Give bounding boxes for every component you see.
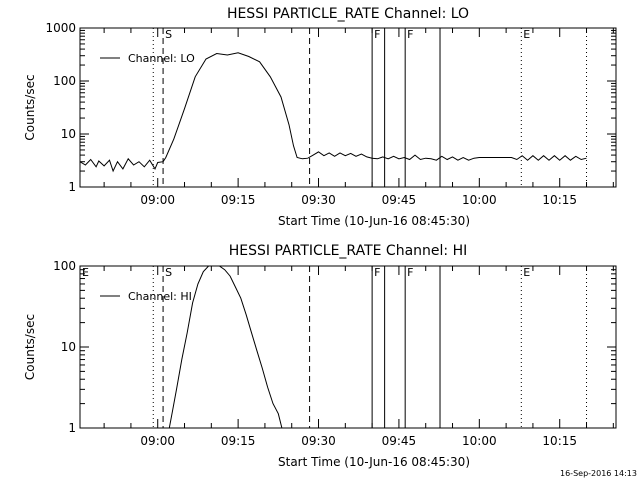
y-tick-label: 10 — [61, 127, 76, 141]
legend-entry: Channel: LO — [128, 52, 195, 65]
x-tick-label: 10:15 — [542, 193, 577, 207]
x-tick-label: 09:15 — [221, 193, 256, 207]
x-tick-label: 10:00 — [462, 193, 497, 207]
event-marker-label: S — [165, 28, 172, 41]
footer-stamp: 16-Sep-2016 14:13 — [560, 469, 637, 478]
x-tick-label: 09:30 — [301, 193, 336, 207]
y-axis-label: Counts/sec — [23, 314, 37, 380]
legend-entry: Channel: HI — [128, 290, 192, 303]
y-tick-label: 100 — [53, 74, 76, 88]
chart-panel-1: HESSI PARTICLE_RATE Channel: HI 09:00 09:1… — [23, 243, 617, 469]
x-tick-label: 09:15 — [221, 434, 256, 448]
x-tick-label: 09:30 — [301, 434, 336, 448]
event-marker-label: F — [374, 266, 380, 279]
x-tick-label: 09:45 — [382, 434, 417, 448]
series-line — [168, 265, 283, 429]
y-axis-label: Counts/sec — [23, 74, 37, 140]
x-tick-label: 09:00 — [140, 193, 175, 207]
x-tick-label: 10:00 — [462, 434, 497, 448]
event-marker-label: E — [523, 266, 530, 279]
event-marker-label: S — [165, 266, 172, 279]
event-marker-label: E — [82, 266, 89, 279]
chart-title: HESSI PARTICLE_RATE Channel: HI — [229, 243, 467, 259]
y-tick-label: 10 — [61, 340, 76, 354]
x-axis-label: Start Time (10-Jun-16 08:45:30) — [278, 214, 470, 228]
event-marker-label: F — [407, 28, 413, 41]
event-marker-label: F — [374, 28, 380, 41]
x-tick-label: 09:45 — [382, 193, 417, 207]
y-tick-label: 1 — [68, 180, 76, 194]
chart-panel-0: HESSI PARTICLE_RATE Channel: LO 09:00 09:1… — [23, 6, 617, 228]
series-line — [79, 52, 587, 173]
x-axis-label: Start Time (10-Jun-16 08:45:30) — [278, 455, 470, 469]
event-marker-label: E — [523, 28, 530, 41]
y-tick-label: 1000 — [45, 21, 76, 35]
event-marker-label: F — [407, 266, 413, 279]
plot-frame — [79, 27, 617, 188]
x-tick-label: 09:00 — [140, 434, 175, 448]
x-tick-label: 10:15 — [542, 434, 577, 448]
chart-title: HESSI PARTICLE_RATE Channel: LO — [227, 6, 469, 22]
y-tick-label: 100 — [53, 259, 76, 273]
y-tick-label: 1 — [68, 421, 76, 435]
